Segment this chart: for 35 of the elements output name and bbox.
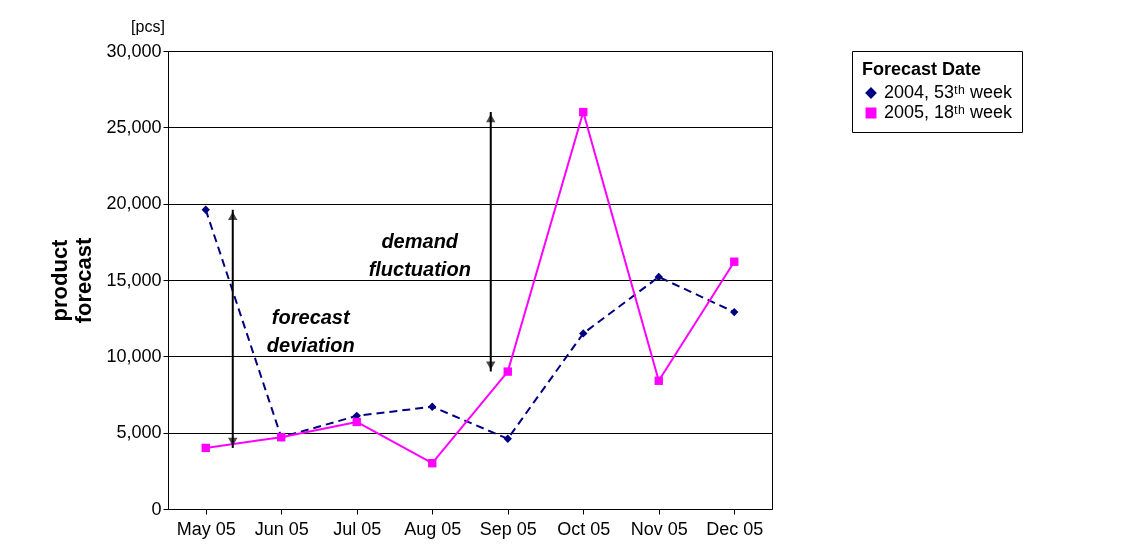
- point: [730, 307, 739, 317]
- point: [503, 434, 512, 443]
- point: [579, 107, 588, 117]
- point: [579, 329, 588, 338]
- point: [352, 417, 361, 427]
- x-tick-label: Aug 05: [404, 518, 462, 539]
- x-tick-label: Oct 05: [557, 518, 611, 539]
- x-tick-label: Sep 05: [479, 518, 537, 539]
- x-tick-label: Nov 05: [630, 518, 688, 539]
- y-tick-label: 25,000: [106, 116, 162, 137]
- point: [201, 205, 210, 214]
- annotation: forecast deviation: [266, 305, 355, 356]
- text: [pcs]: [131, 18, 165, 35]
- y-tick-label: 0: [151, 498, 162, 519]
- point: [428, 402, 437, 411]
- x-tick-label: Jul 05: [333, 518, 382, 539]
- point: [201, 443, 210, 453]
- y-axis-title: product forecast: [47, 237, 97, 324]
- point: [654, 376, 663, 385]
- legend-label: 2004, 53ᵗʰ week: [884, 82, 1013, 102]
- point: [503, 367, 512, 376]
- point: [730, 257, 739, 266]
- y-tick-label: 30,000: [106, 40, 162, 61]
- y-tick-label: 10,000: [106, 345, 162, 366]
- y-tick-label: 15,000: [106, 269, 162, 290]
- x-tick-label: Jun 05: [254, 518, 309, 539]
- annotation: demand fluctuation: [368, 229, 471, 280]
- x-tick-label: May 05: [176, 518, 236, 539]
- legend-title: Forecast Date: [862, 59, 982, 79]
- y-tick-label: 5,000: [116, 422, 162, 443]
- legend-label: 2005, 18ᵗʰ week: [884, 102, 1013, 122]
- y-tick-label: 20,000: [106, 193, 162, 214]
- point: [428, 459, 437, 468]
- x-tick-label: Dec 05: [706, 518, 764, 539]
- point: [654, 272, 663, 282]
